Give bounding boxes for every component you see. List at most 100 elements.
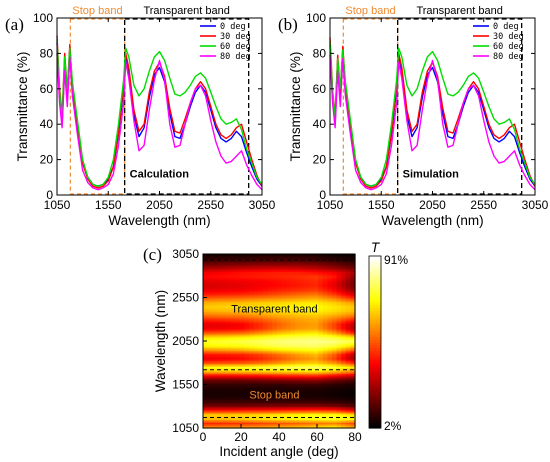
heatmap-cell (281, 353, 287, 356)
heatmap-cell (276, 272, 282, 275)
heatmap-cell (212, 301, 218, 304)
heatmap-cell (322, 279, 328, 282)
heatmap-cell (249, 310, 255, 313)
heatmap-cell (244, 288, 250, 291)
heatmap-cell (276, 383, 282, 386)
heatmap-cell (304, 324, 310, 327)
heatmap-cell (285, 371, 292, 374)
heatmap-cell (216, 379, 223, 382)
heatmap-cell (299, 317, 305, 320)
heatmap-cell (239, 381, 246, 385)
heatmap-cell (212, 288, 218, 291)
heatmap-cell (290, 416, 296, 419)
heatmap-cell (322, 265, 328, 268)
heatmap-cell (276, 297, 282, 300)
heatmap-cell (244, 300, 250, 303)
heatmap-cell (308, 323, 315, 326)
heatmap-cell (272, 325, 278, 328)
heatmap-cell (290, 353, 296, 356)
heatmap-cell (295, 384, 301, 387)
x-axis-label: Incident angle (deg) (219, 444, 338, 459)
heatmap-cell (331, 321, 338, 324)
heatmap-cell (281, 328, 287, 331)
heatmap-cell (308, 297, 315, 300)
colorbar-segment (369, 407, 381, 412)
heatmap-cell (267, 331, 273, 334)
heatmap-cell (262, 314, 269, 317)
heatmap-cell (313, 279, 319, 282)
heatmap-cell (285, 314, 292, 317)
heatmap-cell (350, 403, 356, 406)
heatmap-cell (318, 301, 324, 304)
heatmap-cell (341, 271, 347, 274)
heatmap-cell (304, 254, 310, 257)
heatmap-cell (253, 258, 259, 261)
heatmap-cell (249, 389, 255, 392)
stop-band-label: Stop band (72, 5, 122, 17)
heatmap-cell (267, 419, 273, 422)
heatmap-cell (226, 274, 232, 277)
heatmap-cell (253, 264, 259, 267)
heatmap-cell (235, 282, 241, 285)
heatmap-cell (345, 353, 351, 356)
heatmap-cell (267, 412, 273, 415)
heatmap-cell (336, 346, 342, 349)
y-axis-label: Transmittance (%) (15, 52, 30, 162)
heatmap-cell (341, 353, 347, 356)
heatmap-cell (313, 297, 319, 300)
heatmap-cell (267, 360, 273, 363)
heatmap-cell (299, 318, 305, 321)
heatmap-cell (350, 312, 356, 315)
y-tick-label: 100 (306, 11, 326, 25)
method-annotation: Simulation (403, 168, 460, 180)
heatmap-cell (272, 358, 278, 362)
heatmap-cell (299, 358, 305, 362)
heatmap-cell (235, 353, 241, 356)
heatmap-cell (345, 307, 351, 310)
heatmap-cell (299, 310, 305, 313)
heatmap-cell (267, 268, 273, 271)
heatmap-cell (318, 369, 324, 372)
heatmap-cell (290, 262, 296, 265)
heatmap-cell (258, 302, 264, 305)
heatmap-cell (341, 308, 347, 311)
heatmap-cell (285, 366, 292, 369)
heatmap-cell (221, 285, 227, 288)
heatmap-cell (285, 346, 292, 349)
heatmap-cell (258, 379, 264, 382)
heatmap-cell (244, 289, 250, 292)
heatmap-cell (230, 363, 236, 366)
heatmap-cell (290, 367, 296, 370)
heatmap-cell (212, 314, 218, 317)
heatmap-cell (244, 298, 250, 301)
heatmap-cell (221, 277, 227, 280)
heatmap-cell (267, 341, 273, 344)
heatmap-cell (322, 396, 328, 399)
heatmap-cell (313, 281, 319, 284)
heatmap-cell (239, 373, 246, 376)
heatmap-cell (345, 318, 351, 321)
heatmap-cell (285, 261, 292, 264)
heatmap-cell (299, 384, 305, 387)
heatmap-cell (313, 268, 319, 271)
heatmap-cell (235, 379, 241, 382)
series-line-80-deg (329, 55, 536, 191)
heatmap-cell (304, 387, 310, 390)
heatmap-cell (249, 324, 255, 327)
heatmap-cell (327, 379, 333, 382)
heatmap-cell (322, 348, 328, 351)
heatmap-cell (299, 264, 305, 267)
heatmap-cell (327, 324, 333, 327)
heatmap-cell (249, 302, 255, 305)
heatmap-cell (281, 337, 287, 340)
y-tick-label: 40 (313, 117, 327, 131)
heatmap-cell (207, 396, 213, 399)
heatmap-cell (341, 266, 347, 269)
heatmap-cell (336, 321, 342, 324)
heatmap-cell (221, 357, 227, 360)
heatmap-cell (331, 272, 338, 275)
heatmap-cell (322, 262, 328, 265)
heatmap-cell (290, 277, 296, 280)
heatmap-cell (336, 399, 342, 402)
heatmap-cell (239, 360, 246, 363)
